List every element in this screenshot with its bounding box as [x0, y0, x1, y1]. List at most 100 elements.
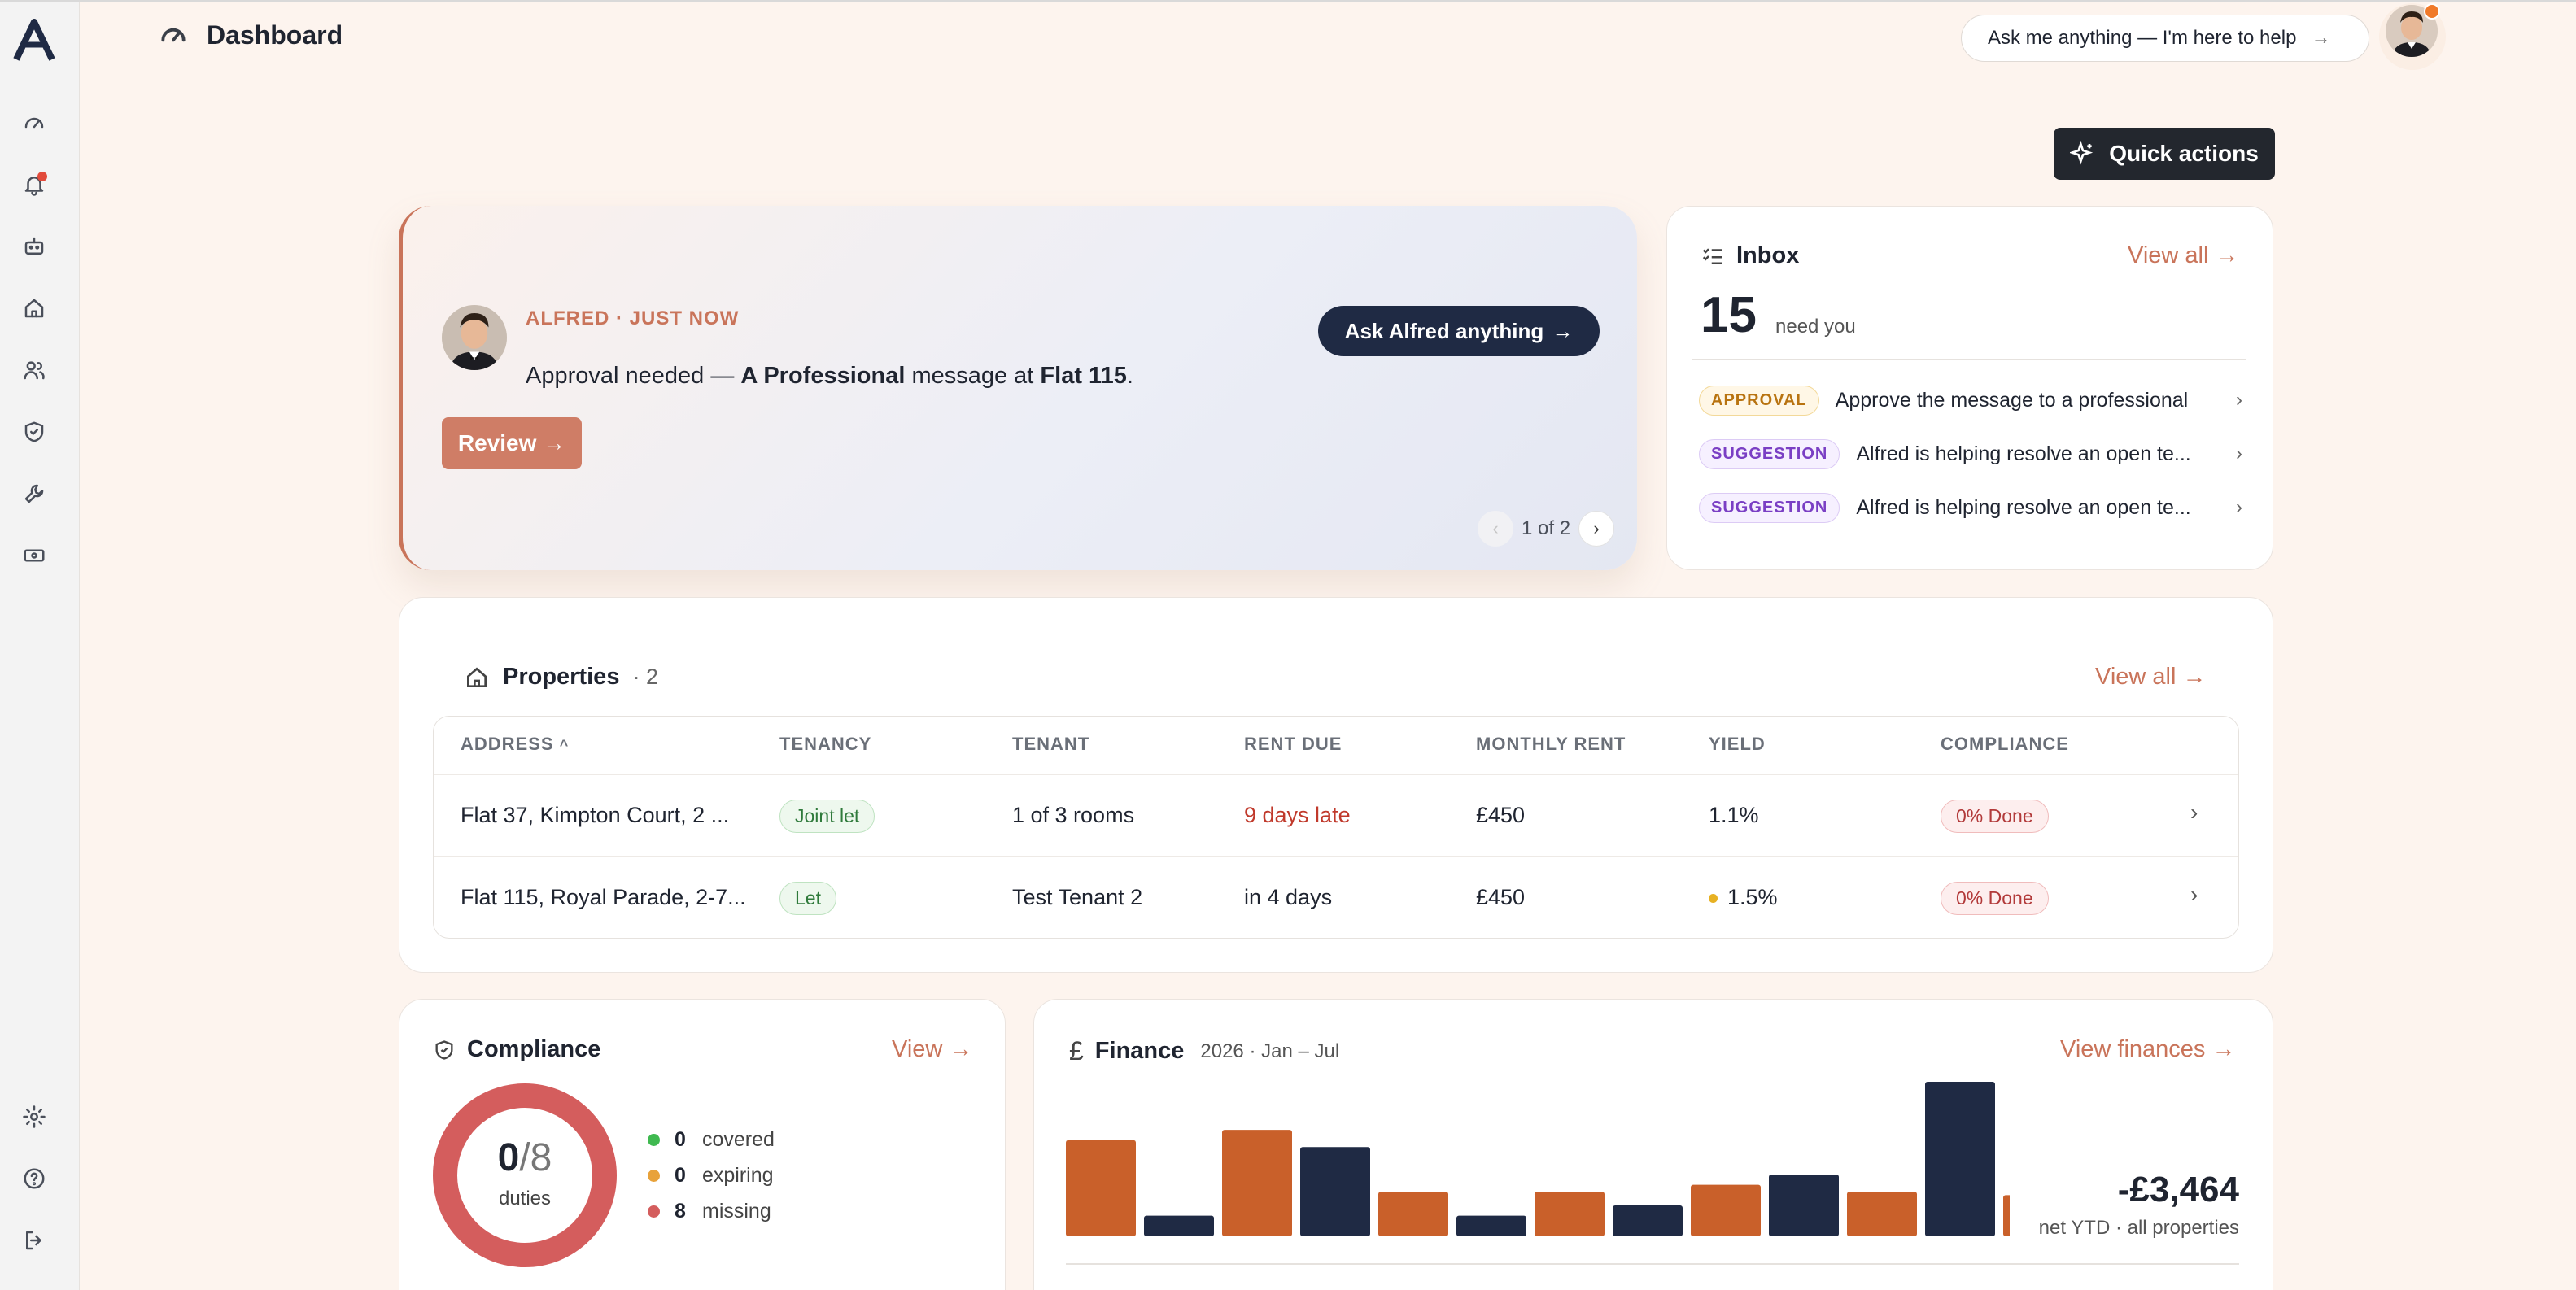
inbox-count-label: need you	[1775, 316, 1856, 338]
user-avatar[interactable]	[2386, 5, 2438, 57]
alfred-message-property: Flat 115	[1040, 363, 1127, 389]
ask-alfred-button[interactable]: Ask Alfred anything →	[1318, 306, 1600, 356]
shield-icon[interactable]	[20, 417, 49, 447]
settings-icon[interactable]	[20, 1102, 49, 1131]
bar-series0-jun	[1847, 1192, 1917, 1236]
view-finances-link[interactable]: View finances →	[2060, 1036, 2236, 1062]
user-status-badge	[2424, 3, 2440, 20]
inbox-count: 15	[1701, 287, 1757, 343]
review-button[interactable]: Review →	[442, 417, 582, 469]
chevron-right-icon: ›	[2236, 496, 2242, 518]
home-icon	[467, 667, 487, 687]
top-border	[0, 0, 2576, 2]
logout-icon[interactable]	[20, 1226, 49, 1255]
bar-series0-jul	[2003, 1195, 2010, 1236]
column-header-address[interactable]: ADDRESS ^	[461, 734, 570, 754]
finance-net-label: net YTD · all properties	[2038, 1217, 2239, 1239]
column-header-compliance: COMPLIANCE	[1941, 734, 2069, 754]
compliance-header: Compliance	[433, 1036, 600, 1063]
pager-prev-button[interactable]: ‹	[1478, 511, 1513, 547]
legend-missing: 8 missing	[648, 1200, 771, 1223]
inbox-view-all-link[interactable]: View all →	[2128, 242, 2239, 268]
yield-value: 1.5%	[1727, 885, 1778, 909]
column-header-rent-due: RENT DUE	[1244, 734, 1343, 754]
arrow-right-icon: →	[2311, 27, 2331, 49]
column-header-tenancy: TENANCY	[779, 734, 872, 754]
alfred-message: Approval needed — A Professional message…	[526, 363, 1133, 389]
bar-series1-feb	[1300, 1147, 1370, 1236]
notification-dot	[37, 172, 47, 181]
compliance-donut	[433, 1083, 617, 1267]
property-address[interactable]: Flat 37, Kimpton Court, 2 ...	[461, 803, 730, 827]
tenancy-badge: Joint let	[779, 800, 875, 833]
bot-icon[interactable]	[20, 232, 49, 261]
app-logo[interactable]	[11, 19, 57, 63]
bar-series1-jan	[1144, 1215, 1214, 1236]
legend-dot	[648, 1134, 660, 1146]
monthly-rent-value: £450	[1476, 803, 1526, 827]
page-header: Dashboard	[158, 20, 343, 50]
property-address[interactable]: Flat 115, Royal Parade, 2-7...	[461, 885, 746, 909]
chevron-right-icon: ›	[2236, 389, 2242, 411]
quick-actions-button[interactable]: Quick actions	[2054, 128, 2275, 180]
finance-bar-chart	[1066, 1082, 2010, 1236]
compliance-badge: 0% Done	[1941, 882, 2049, 915]
column-header-tenant: TENANT	[1012, 734, 1090, 754]
bar-series1-apr	[1613, 1205, 1683, 1236]
inbox-item-text: Alfred is helping resolve an open te...	[1856, 495, 2191, 519]
money-icon[interactable]	[20, 541, 49, 570]
chevron-right-icon[interactable]: ›	[2190, 882, 2198, 907]
inbox-item[interactable]: APPROVAL Approve the message to a profes…	[1699, 384, 2242, 416]
finance-net-total: -£3,464	[2117, 1170, 2239, 1209]
suggestion-tag: SUGGESTION	[1699, 492, 1840, 523]
properties-table	[433, 716, 2239, 939]
finance-period: 2026 · Jan – Jul	[1200, 1039, 1340, 1062]
legend-dot	[648, 1170, 660, 1182]
notifications-icon[interactable]	[20, 170, 49, 199]
users-icon[interactable]	[20, 355, 49, 385]
compliance-title: Compliance	[467, 1036, 601, 1062]
ask-input[interactable]: Ask me anything — I'm here to help →	[1961, 15, 2369, 62]
gauge-icon	[161, 28, 186, 42]
bar-series0-jan	[1066, 1140, 1136, 1236]
quick-actions-label: Quick actions	[2109, 141, 2259, 166]
home-icon[interactable]	[20, 294, 49, 323]
properties-view-all-link[interactable]: View all →	[2095, 664, 2207, 690]
tenancy-badge: Let	[779, 882, 836, 915]
inbox-item[interactable]: SUGGESTION Alfred is helping resolve an …	[1699, 438, 2242, 470]
wrench-icon[interactable]	[20, 479, 49, 508]
shield-icon	[435, 1039, 453, 1060]
alfred-avatar	[442, 305, 507, 370]
legend-expiring: 0 expiring	[648, 1164, 774, 1188]
bar-series0-apr	[1535, 1192, 1605, 1236]
sort-ascending-icon: ^	[559, 737, 570, 753]
yield-warning-dot	[1709, 894, 1718, 904]
dashboard-icon[interactable]	[20, 108, 49, 137]
properties-count: · 2	[632, 665, 658, 689]
suggestion-tag: SUGGESTION	[1699, 438, 1840, 469]
inbox-title: Inbox	[1736, 242, 1800, 268]
properties-title: Properties	[503, 664, 620, 690]
tenant-value: 1 of 3 rooms	[1012, 803, 1135, 827]
bar-series1-mar	[1456, 1215, 1526, 1236]
chevron-right-icon[interactable]: ›	[2190, 800, 2198, 825]
alfred-meta: ALFRED · JUST NOW	[526, 307, 740, 329]
legend-covered: 0 covered	[648, 1128, 775, 1152]
inbox-item-text: Alfred is helping resolve an open te...	[1856, 442, 2191, 465]
bar-series0-mar	[1378, 1192, 1448, 1236]
bar-series1-jun	[1925, 1082, 1995, 1236]
alfred-pager: ‹ 1 of 2 ›	[1478, 511, 1615, 547]
pager-label: 1 of 2	[1522, 517, 1571, 539]
alfred-message-sender: A Professional	[740, 363, 906, 389]
help-icon[interactable]	[20, 1164, 49, 1193]
ask-alfred-label: Ask Alfred anything	[1344, 318, 1544, 343]
ask-input-placeholder: Ask me anything — I'm here to help	[1988, 27, 2297, 49]
pager-next-button[interactable]: ›	[1578, 511, 1615, 547]
alfred-card	[399, 206, 1637, 570]
approval-tag: APPROVAL	[1699, 385, 1819, 416]
column-header-monthly-rent: MONTHLY RENT	[1476, 734, 1626, 754]
compliance-view-link[interactable]: View →	[892, 1036, 973, 1062]
bar-series0-feb	[1222, 1130, 1292, 1236]
divider	[434, 774, 2238, 775]
inbox-item[interactable]: SUGGESTION Alfred is helping resolve an …	[1699, 491, 2242, 524]
